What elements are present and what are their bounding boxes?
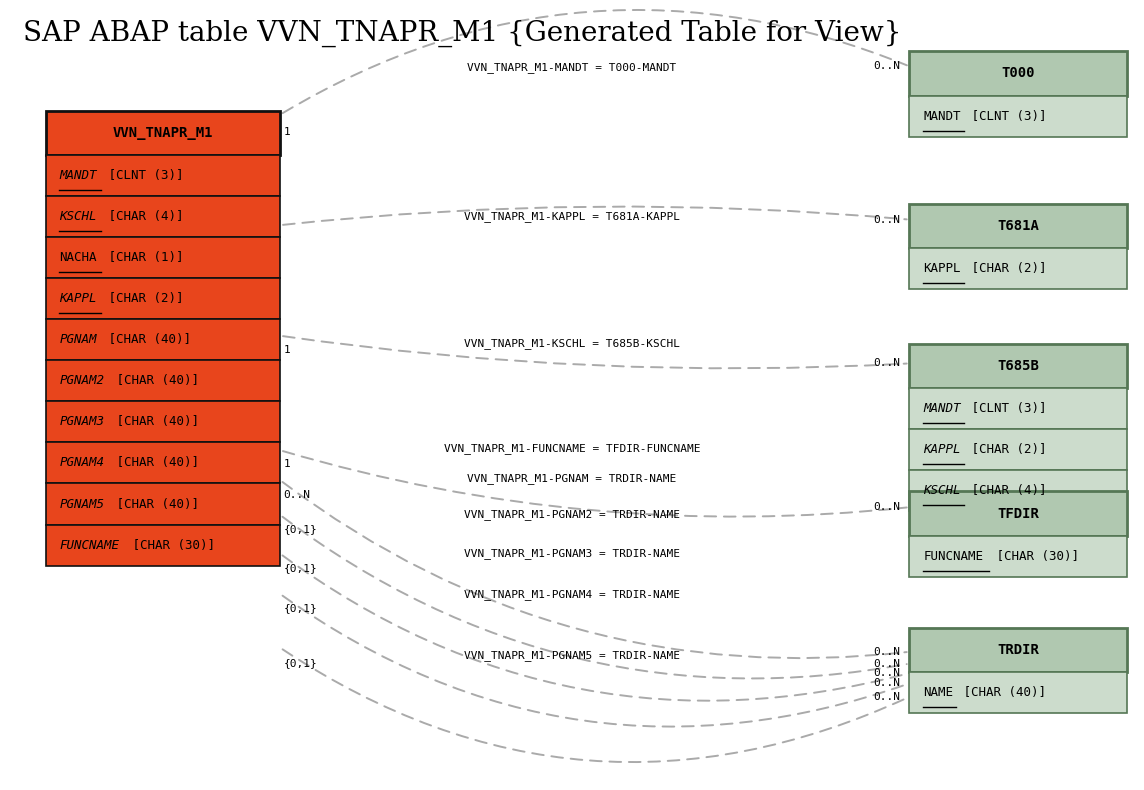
Text: {0,1}: {0,1} (284, 563, 318, 573)
Text: SAP ABAP table VVN_TNAPR_M1 {Generated Table for View}: SAP ABAP table VVN_TNAPR_M1 {Generated T… (23, 20, 901, 47)
Bar (909, 628, 1127, 672)
Text: KAPPL: KAPPL (59, 292, 97, 305)
Text: PGNAM2: PGNAM2 (59, 374, 104, 387)
Text: 0..N: 0..N (873, 359, 900, 368)
Text: [CHAR (40)]: [CHAR (40)] (109, 498, 199, 510)
Text: NACHA: NACHA (59, 251, 97, 264)
Text: [CHAR (40)]: [CHAR (40)] (101, 333, 191, 346)
Text: MANDT: MANDT (59, 169, 97, 182)
Text: 0..N: 0..N (284, 490, 311, 499)
Text: [CHAR (2)]: [CHAR (2)] (964, 262, 1047, 275)
Bar (909, 96, 1127, 137)
Bar (46, 196, 280, 237)
Text: 1: 1 (284, 459, 291, 468)
Text: [CHAR (40)]: [CHAR (40)] (956, 687, 1046, 699)
Text: MANDT: MANDT (923, 110, 961, 122)
Text: TRDIR: TRDIR (998, 643, 1039, 657)
Text: [CLNT (3)]: [CLNT (3)] (101, 169, 183, 182)
Text: VVN_TNAPR_M1-PGNAM3 = TRDIR-NAME: VVN_TNAPR_M1-PGNAM3 = TRDIR-NAME (464, 548, 680, 559)
Text: [CHAR (2)]: [CHAR (2)] (964, 443, 1047, 456)
Text: KAPPL: KAPPL (923, 443, 961, 456)
Text: NAME: NAME (923, 687, 953, 699)
Text: PGNAM3: PGNAM3 (59, 416, 104, 428)
Bar (46, 111, 280, 155)
Text: VVN_TNAPR_M1-KSCHL = T685B-KSCHL: VVN_TNAPR_M1-KSCHL = T685B-KSCHL (464, 338, 680, 349)
Text: FUNCNAME: FUNCNAME (923, 550, 983, 562)
Text: MANDT: MANDT (923, 402, 961, 415)
Bar (46, 360, 280, 401)
Text: [CLNT (3)]: [CLNT (3)] (964, 110, 1047, 122)
Text: T685B: T685B (998, 359, 1039, 373)
Text: 0..N: 0..N (873, 668, 900, 678)
Text: [CHAR (4)]: [CHAR (4)] (964, 484, 1047, 497)
Text: T000: T000 (1001, 66, 1035, 81)
Text: 1: 1 (284, 127, 291, 137)
Text: 0..N: 0..N (873, 692, 900, 702)
Bar (909, 204, 1127, 248)
Text: KSCHL: KSCHL (923, 484, 961, 497)
Text: [CHAR (40)]: [CHAR (40)] (109, 374, 199, 387)
Text: KAPPL: KAPPL (923, 262, 961, 275)
Text: 0..N: 0..N (873, 62, 900, 71)
Bar (909, 429, 1127, 470)
Bar (909, 248, 1127, 289)
Bar (909, 51, 1127, 96)
Text: VVN_TNAPR_M1: VVN_TNAPR_M1 (113, 126, 213, 140)
Text: VVN_TNAPR_M1-PGNAM5 = TRDIR-NAME: VVN_TNAPR_M1-PGNAM5 = TRDIR-NAME (464, 650, 680, 661)
Text: PGNAM5: PGNAM5 (59, 498, 104, 510)
Text: PGNAM4: PGNAM4 (59, 457, 104, 469)
Text: VVN_TNAPR_M1-KAPPL = T681A-KAPPL: VVN_TNAPR_M1-KAPPL = T681A-KAPPL (464, 211, 680, 222)
Bar (909, 536, 1127, 577)
Text: 1: 1 (284, 345, 291, 355)
Bar (909, 344, 1127, 388)
Bar (909, 388, 1127, 429)
Text: 0..N: 0..N (873, 679, 900, 688)
Text: [CHAR (30)]: [CHAR (30)] (990, 550, 1079, 562)
Bar (909, 491, 1127, 536)
Bar (909, 470, 1127, 511)
Text: [CHAR (30)]: [CHAR (30)] (126, 539, 215, 551)
Text: [CLNT (3)]: [CLNT (3)] (964, 402, 1047, 415)
Bar (46, 525, 280, 566)
Bar (909, 672, 1127, 713)
Text: VVN_TNAPR_M1-PGNAM2 = TRDIR-NAME: VVN_TNAPR_M1-PGNAM2 = TRDIR-NAME (464, 509, 680, 520)
Text: {0,1}: {0,1} (284, 604, 318, 613)
Text: [CHAR (40)]: [CHAR (40)] (109, 416, 199, 428)
Text: KSCHL: KSCHL (59, 210, 97, 223)
Text: [CHAR (40)]: [CHAR (40)] (109, 457, 199, 469)
Bar (46, 237, 280, 278)
Text: {0,1}: {0,1} (284, 525, 318, 534)
Text: TFDIR: TFDIR (998, 506, 1039, 521)
Text: PGNAM: PGNAM (59, 333, 97, 346)
Bar (46, 278, 280, 319)
Text: VVN_TNAPR_M1-MANDT = T000-MANDT: VVN_TNAPR_M1-MANDT = T000-MANDT (468, 62, 676, 73)
Bar (46, 155, 280, 196)
Text: VVN_TNAPR_M1-PGNAM4 = TRDIR-NAME: VVN_TNAPR_M1-PGNAM4 = TRDIR-NAME (464, 589, 680, 600)
Text: 0..N: 0..N (873, 647, 900, 656)
Text: [CHAR (1)]: [CHAR (1)] (101, 251, 183, 264)
Bar (46, 319, 280, 360)
Bar (46, 483, 280, 525)
Text: FUNCNAME: FUNCNAME (59, 539, 119, 551)
Bar (46, 401, 280, 442)
Text: VVN_TNAPR_M1-PGNAM = TRDIR-NAME: VVN_TNAPR_M1-PGNAM = TRDIR-NAME (468, 473, 676, 484)
Text: 0..N: 0..N (873, 502, 900, 512)
Text: {0,1}: {0,1} (284, 658, 318, 668)
Bar (46, 442, 280, 483)
Text: 0..N: 0..N (873, 215, 900, 224)
Text: [CHAR (4)]: [CHAR (4)] (101, 210, 183, 223)
Text: T681A: T681A (998, 219, 1039, 233)
Text: VVN_TNAPR_M1-FUNCNAME = TFDIR-FUNCNAME: VVN_TNAPR_M1-FUNCNAME = TFDIR-FUNCNAME (444, 443, 700, 454)
Text: 0..N: 0..N (873, 659, 900, 668)
Text: [CHAR (2)]: [CHAR (2)] (101, 292, 183, 305)
